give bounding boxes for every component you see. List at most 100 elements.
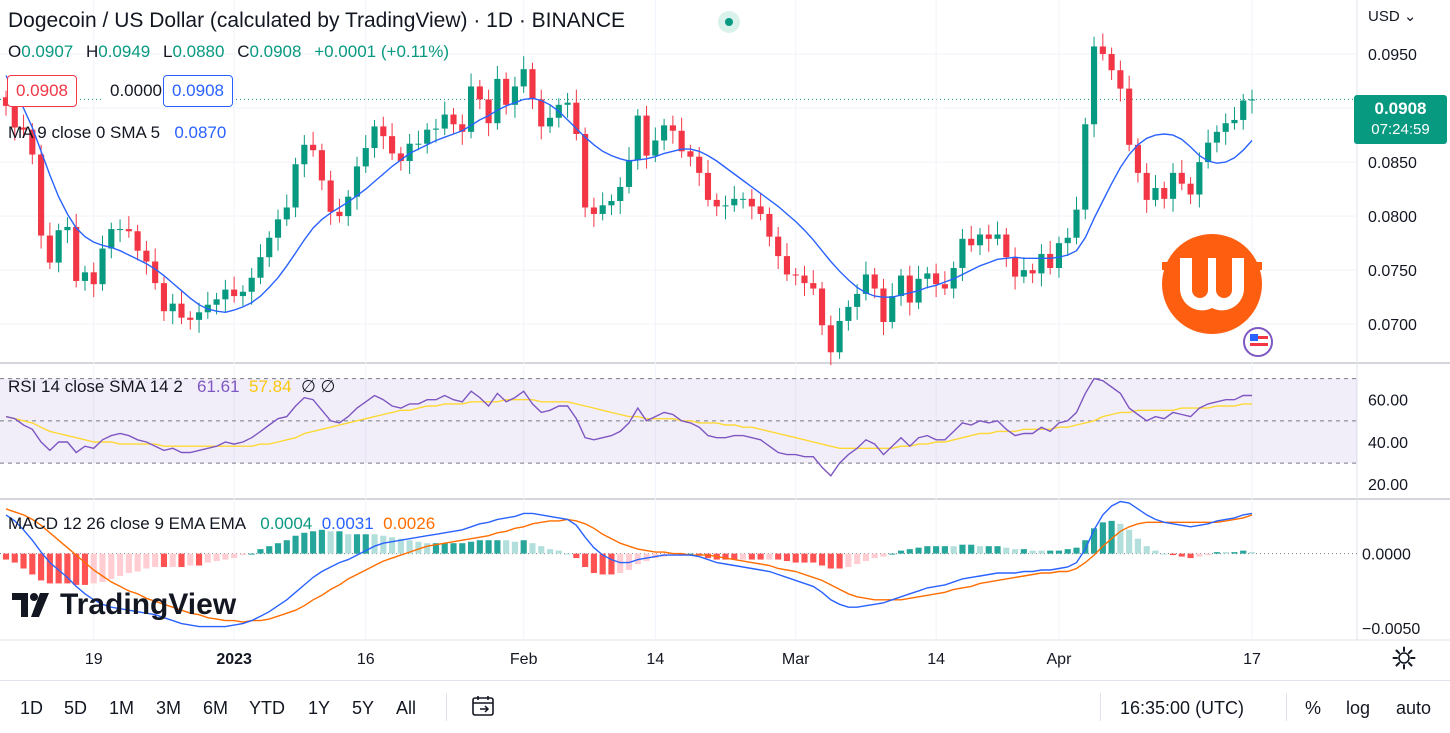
macd-histogram-bar	[731, 553, 738, 560]
macd-histogram-bar	[933, 546, 940, 554]
candle-up	[546, 117, 554, 127]
price-tick-label: 0.0800	[1368, 209, 1417, 226]
timeframe-1y[interactable]: 1Y	[308, 698, 331, 718]
gear-icon[interactable]	[1392, 646, 1416, 670]
candle-down	[1126, 88, 1133, 145]
macd-histogram-bar	[283, 540, 290, 554]
candle-up	[1038, 253, 1045, 274]
timeframe-1m[interactable]: 1M	[109, 698, 135, 718]
macd-histogram-bar	[801, 553, 808, 563]
ohlc-value: 0.0907	[21, 42, 74, 61]
candle-down	[310, 144, 317, 151]
percent-toggle[interactable]: %	[1305, 698, 1322, 718]
candle-up	[511, 86, 519, 105]
utc-clock[interactable]: 16:35:00 (UTC)	[1120, 698, 1245, 718]
ohlc-legend: O0.0907 H0.0949 L0.0880 C0.0908 +0.0001 …	[8, 42, 457, 62]
macd-histogram-bar	[1047, 550, 1054, 554]
chevron-down-icon: ⌄	[1403, 8, 1417, 25]
timeframe-all[interactable]: All	[396, 698, 417, 718]
calendar-range-icon[interactable]	[471, 695, 495, 717]
macd-histogram-bar	[792, 553, 799, 563]
macd-histogram-bar	[1134, 538, 1142, 554]
ma-legend[interactable]: MA 9 close 0 SMA 5 0.0870	[8, 123, 226, 143]
candle-down	[827, 325, 834, 353]
auto-toggle[interactable]: auto	[1396, 698, 1432, 718]
macd-histogram-bar	[195, 553, 203, 566]
timeframe-5d[interactable]: 5D	[64, 698, 88, 718]
flag-stripe-2	[1250, 343, 1268, 346]
candle-down	[801, 275, 808, 284]
market-status-icon[interactable]	[718, 11, 740, 33]
chart-canvas[interactable]: 0.09500.09000.08500.08000.07500.070060.0…	[0, 0, 1450, 680]
candle-up	[854, 293, 861, 307]
candle-up	[1248, 99, 1256, 101]
macd-series	[2, 500, 1256, 628]
candle-up	[169, 303, 176, 312]
symbol-title[interactable]: Dogecoin / US Dollar (calculated by Trad…	[8, 9, 626, 32]
ma-legend-value: 0.0870	[174, 123, 227, 142]
rsi-tick-label: 40.00	[1368, 435, 1408, 452]
flag-canton	[1250, 334, 1258, 341]
toolbar-divider	[1100, 693, 1101, 721]
macd-histogram-bar	[766, 553, 773, 560]
candle-up	[845, 306, 852, 321]
ohlc-key: C	[237, 42, 250, 61]
macd-histogram-bar	[897, 550, 905, 554]
macd-histogram-bar	[213, 553, 220, 562]
macd-histogram-bar	[1064, 549, 1071, 554]
ma-legend-name: MA 9 close 0 SMA 5	[8, 123, 161, 142]
timeframe-ytd[interactable]: YTD	[249, 698, 285, 718]
candle-up	[467, 86, 475, 132]
macd-histogram-bar	[1038, 550, 1045, 554]
timeframe-6m[interactable]: 6M	[203, 698, 229, 718]
macd-histogram-bar	[643, 553, 650, 562]
candle-up	[608, 200, 615, 206]
macd-legend[interactable]: MACD 12 26 close 9 EMA EMA 0.0004 0.0031…	[8, 514, 435, 534]
macd-histogram-bar	[248, 553, 255, 555]
candle-up	[248, 277, 255, 292]
tradingview-logo[interactable]: TradingView	[12, 588, 236, 622]
macd-histogram-bar	[231, 553, 238, 559]
macd-histogram-bar	[318, 529, 325, 554]
macd-histogram-bar	[1082, 540, 1089, 554]
macd-histogram-bar	[1012, 549, 1019, 554]
macd-histogram-bar	[292, 535, 299, 554]
sell-price-box[interactable]: 0.0908	[7, 75, 77, 107]
log-toggle[interactable]: log	[1346, 698, 1371, 718]
candle-down	[775, 236, 782, 257]
candle-down	[389, 136, 396, 154]
macd-histogram-bar	[1020, 549, 1027, 554]
candle-up	[292, 164, 299, 208]
candle-down	[450, 114, 457, 125]
badge-edge-right	[1250, 262, 1262, 270]
macd-histogram-bar	[941, 546, 948, 554]
candle-down	[73, 226, 80, 281]
timeframe-5y[interactable]: 5Y	[352, 698, 375, 718]
macd-histogram-bar	[757, 553, 764, 560]
macd-histogram-bar	[854, 553, 861, 565]
candle-down	[687, 151, 694, 157]
candle-down	[871, 274, 878, 289]
macd-histogram-bar	[494, 540, 501, 554]
currency-selector[interactable]: USD ⌄	[1368, 7, 1416, 25]
candles	[2, 33, 1256, 366]
macd-histogram-bar	[152, 553, 159, 568]
macd-histogram-bar	[1108, 520, 1115, 554]
macd-histogram-bar	[239, 553, 246, 556]
macd-histogram-bar	[1213, 552, 1220, 554]
candle-down	[125, 229, 132, 232]
macd-histogram-bar	[634, 553, 641, 565]
buy-price-box[interactable]: 0.0908	[163, 75, 233, 107]
ohlc-value: 0.0949	[98, 42, 151, 61]
macd-histogram-bar	[827, 553, 834, 569]
macd-histogram-bar	[1169, 553, 1177, 556]
candle-up	[889, 296, 896, 323]
macd-histogram-bar	[116, 553, 124, 576]
timeframe-3m[interactable]: 3M	[156, 698, 182, 718]
timeframe-1d[interactable]: 1D	[20, 698, 44, 718]
candle-up	[836, 320, 843, 353]
rsi-legend[interactable]: RSI 14 close SMA 14 2 61.61 57.84 ∅ ∅	[8, 377, 335, 397]
price-tick-label: 0.0750	[1368, 263, 1417, 280]
candle-down	[985, 234, 992, 239]
macd-histogram-bar	[722, 553, 729, 560]
